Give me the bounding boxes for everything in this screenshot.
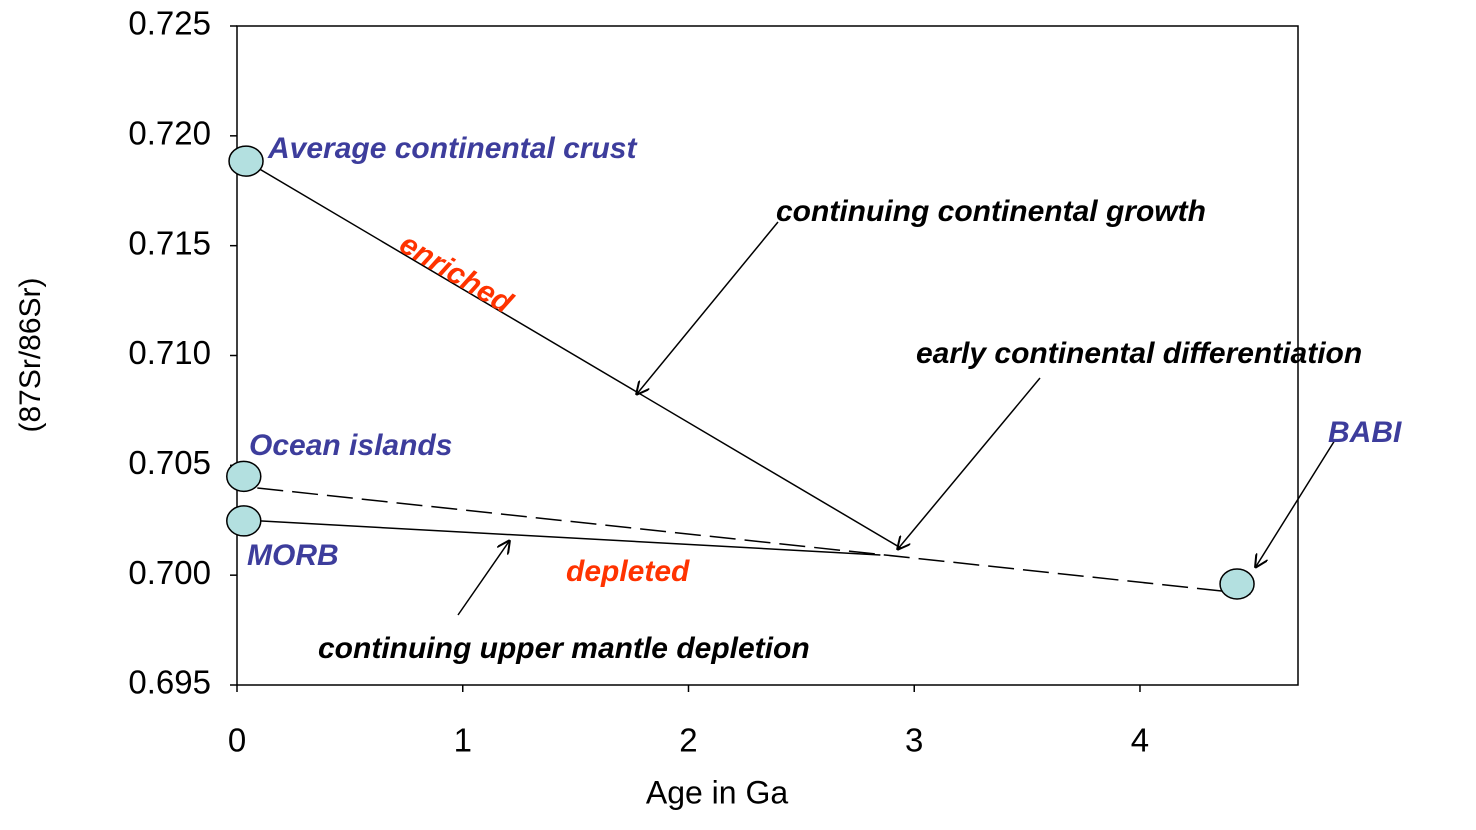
annotation: BABI [1328, 416, 1402, 449]
y-tick-label: 0.715 [128, 224, 211, 261]
arrows [457, 221, 1336, 616]
point [226, 460, 262, 493]
y-tick-label: 0.695 [128, 664, 211, 701]
line [245, 160, 902, 549]
x-tick-label: 2 [679, 722, 697, 759]
line [257, 487, 1251, 595]
annotation: continuing upper mantle depletion [318, 632, 810, 665]
x-tick-label: 3 [905, 722, 923, 759]
annotation: MORB [247, 539, 339, 572]
arrow [457, 540, 510, 616]
line [259, 520, 881, 556]
point [228, 145, 264, 177]
annotation: continuing continental growth [776, 195, 1206, 228]
annotation: Ocean islands [249, 429, 452, 462]
x-axis-title: Age in Ga [646, 774, 789, 810]
x-tick-label: 1 [454, 722, 472, 759]
arrow [1255, 439, 1336, 568]
arrow [897, 377, 1041, 550]
y-tick-label: 0.720 [128, 115, 211, 152]
x-tick-label: 0 [228, 722, 246, 759]
y-axis-title: (87Sr/86Sr) [14, 277, 47, 432]
point [226, 505, 262, 537]
annotation: enriched [394, 227, 519, 320]
y-tick-label: 0.700 [128, 554, 211, 591]
y-tick-label: 0.710 [128, 334, 211, 371]
point [1219, 568, 1255, 600]
annotation: depleted [566, 555, 690, 588]
arrow [636, 221, 779, 395]
annotation: Average continental crust [267, 132, 638, 165]
annotation: early continental differentiation [916, 337, 1362, 370]
x-tick-label: 4 [1131, 722, 1149, 759]
y-tick-label: 0.705 [128, 444, 211, 481]
y-tick-label: 0.725 [128, 5, 211, 42]
